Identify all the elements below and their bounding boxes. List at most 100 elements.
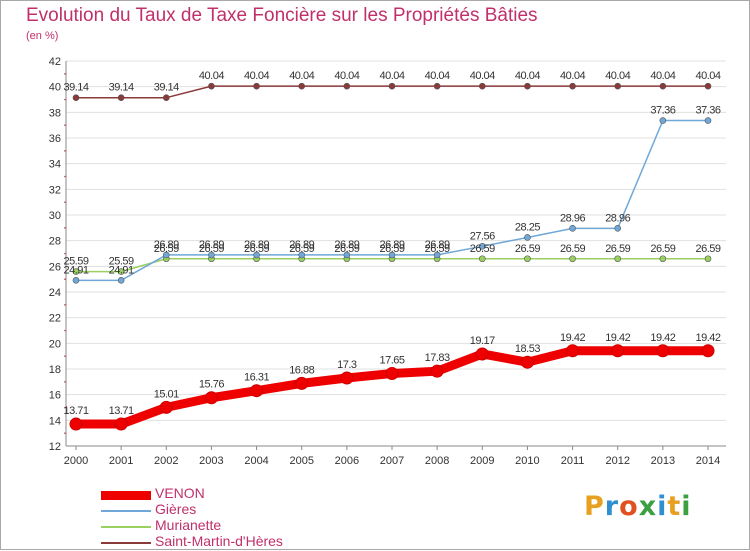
data-point xyxy=(253,251,260,259)
data-label: 26.59 xyxy=(154,243,179,255)
y-tick-label: 34 xyxy=(49,159,61,171)
logo-letter: r xyxy=(604,491,620,522)
data-label: 19.42 xyxy=(560,332,585,344)
chart-unit-label: (en %) xyxy=(26,30,59,42)
x-tick-label: 2001 xyxy=(109,455,133,467)
y-tick-label: 14 xyxy=(49,415,61,427)
data-label: 26.59 xyxy=(334,243,359,255)
data-label: 40.04 xyxy=(425,70,450,82)
data-label: 26.89 xyxy=(199,239,224,251)
x-tick-label: 2007 xyxy=(380,455,404,467)
legend-label-venon: VENON xyxy=(155,485,205,501)
data-point xyxy=(704,82,712,90)
y-tick-label: 40 xyxy=(49,82,61,94)
y-tick-label: 16 xyxy=(49,390,61,402)
y-tick-label: 24 xyxy=(49,287,61,299)
legend-swatch-murianette xyxy=(101,526,151,528)
data-point xyxy=(524,234,531,241)
y-minor-tick xyxy=(64,124,66,126)
data-point xyxy=(433,82,441,90)
data-point xyxy=(478,82,486,90)
data-label: 39.14 xyxy=(109,82,134,94)
data-point xyxy=(250,384,264,398)
data-label: 17.65 xyxy=(379,354,404,366)
y-minor-tick xyxy=(64,355,66,357)
data-label: 26.89 xyxy=(334,239,359,251)
data-point xyxy=(566,344,580,358)
data-label: 26.59 xyxy=(560,243,585,255)
data-label: 13.71 xyxy=(63,405,88,417)
data-label: 25.59 xyxy=(109,256,134,268)
x-tick-label: 2005 xyxy=(289,455,313,467)
data-label: 26.59 xyxy=(425,243,450,255)
data-label: 26.59 xyxy=(605,243,630,255)
y-tick-label: 12 xyxy=(49,441,61,453)
data-point xyxy=(433,251,441,259)
data-point xyxy=(656,344,670,358)
data-label: 40.04 xyxy=(470,70,495,82)
data-label: 37.36 xyxy=(650,105,675,117)
legend-item-saint-martin: Saint-Martin-d'Hères xyxy=(101,533,361,551)
data-point xyxy=(208,82,215,90)
data-point xyxy=(614,82,622,90)
data-label: 26.89 xyxy=(425,239,450,251)
data-point xyxy=(298,251,306,259)
data-point xyxy=(704,255,712,263)
data-label: 28.96 xyxy=(605,212,630,224)
x-tick-label: 2006 xyxy=(335,455,359,467)
y-tick-label: 20 xyxy=(49,338,61,350)
data-point xyxy=(117,94,125,102)
data-point xyxy=(117,268,125,275)
data-point xyxy=(162,94,170,102)
legend-item-murianette: Murianette xyxy=(101,517,361,535)
y-minor-tick xyxy=(64,201,66,203)
data-point xyxy=(343,251,351,259)
data-point xyxy=(614,225,622,232)
data-point xyxy=(520,355,534,369)
y-tick-label: 36 xyxy=(49,133,61,145)
proxiti-logo: Proxiti xyxy=(584,491,692,522)
data-label: 26.89 xyxy=(289,239,314,251)
data-point xyxy=(114,417,128,431)
data-label: 40.04 xyxy=(334,70,359,82)
legend-item-venon: VENON xyxy=(101,485,361,503)
data-point xyxy=(430,364,444,378)
legend-swatch-gieres xyxy=(101,510,151,512)
data-point xyxy=(204,391,218,405)
data-label: 26.59 xyxy=(379,243,404,255)
logo-letter: i xyxy=(657,491,668,522)
data-label: 25.59 xyxy=(63,256,88,268)
data-label: 26.59 xyxy=(650,243,675,255)
data-point xyxy=(340,371,354,385)
y-minor-tick xyxy=(64,406,66,409)
logo-letter: i xyxy=(681,491,692,522)
data-point xyxy=(569,225,576,232)
data-point xyxy=(659,255,667,263)
data-point xyxy=(524,82,531,90)
y-tick-label: 32 xyxy=(49,184,61,196)
y-tick-label: 26 xyxy=(49,261,61,273)
data-point xyxy=(159,400,173,414)
logo-letter: P xyxy=(584,491,605,522)
data-label: 19.17 xyxy=(470,335,495,347)
data-label: 40.04 xyxy=(379,70,404,82)
data-point xyxy=(611,344,625,358)
legend-item-gieres: Gières xyxy=(101,501,361,519)
x-tick-label: 2009 xyxy=(470,455,494,467)
data-point xyxy=(69,417,83,431)
x-tick-label: 2008 xyxy=(425,455,449,467)
y-tick-label: 38 xyxy=(49,107,61,119)
data-point xyxy=(659,117,667,124)
data-label: 17.3 xyxy=(337,359,357,371)
x-tick-label: 2004 xyxy=(244,455,268,467)
legend-label-murianette: Murianette xyxy=(155,517,222,533)
legend-swatch-venon xyxy=(101,491,151,500)
y-minor-tick xyxy=(64,432,66,434)
data-point xyxy=(253,82,260,90)
data-label: 40.04 xyxy=(695,70,720,82)
data-label: 17.83 xyxy=(425,352,450,364)
y-minor-tick xyxy=(64,73,66,75)
y-minor-tick xyxy=(64,150,66,152)
x-tick-label: 2011 xyxy=(561,455,585,467)
